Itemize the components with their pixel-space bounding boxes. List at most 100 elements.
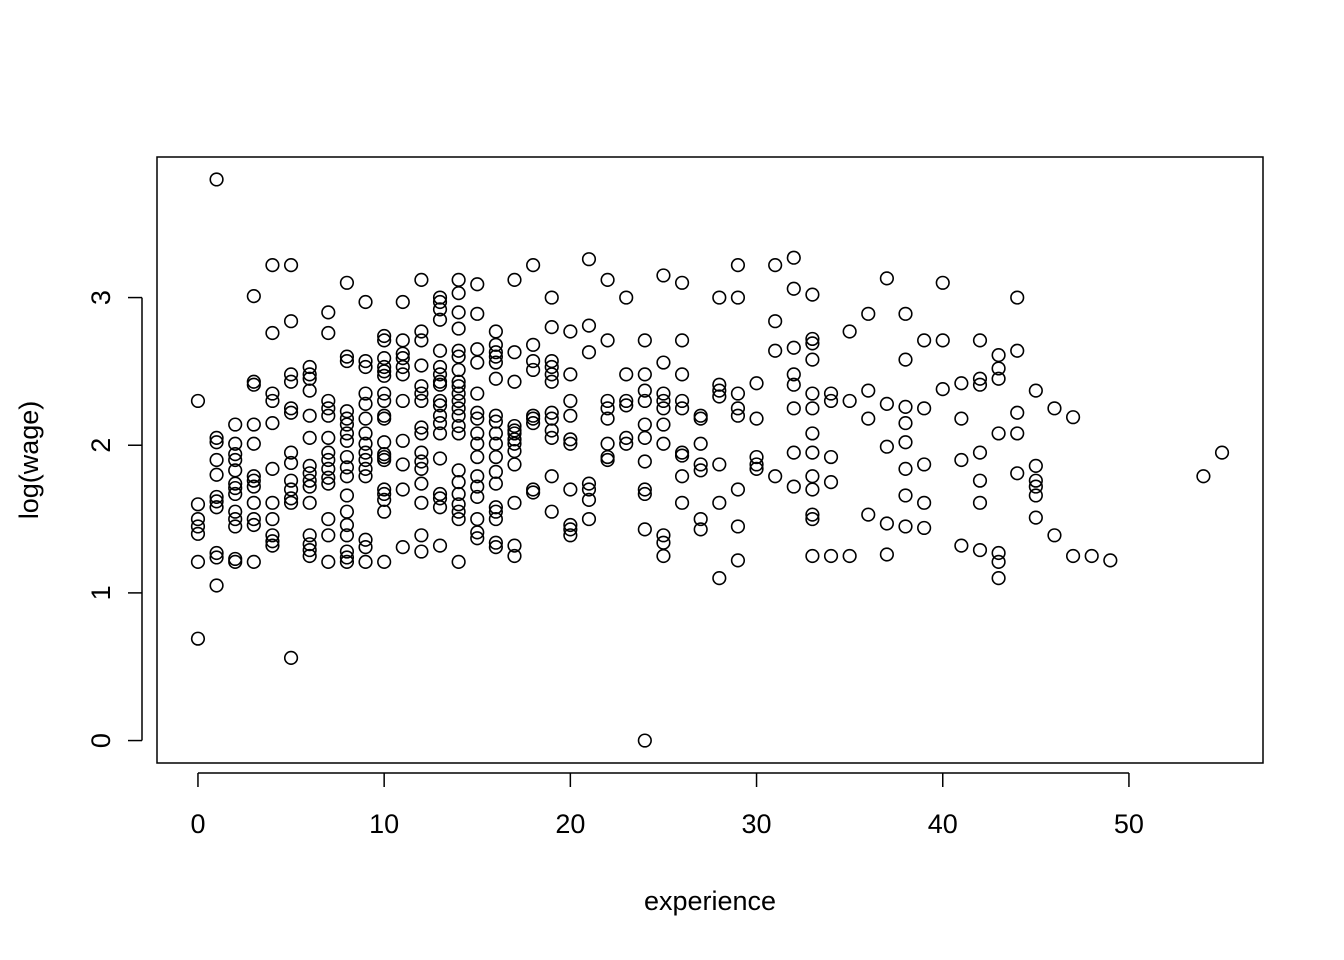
point	[805, 469, 820, 484]
point	[432, 491, 448, 506]
point	[693, 457, 708, 472]
point	[339, 404, 355, 419]
point	[600, 449, 615, 465]
point	[507, 538, 522, 553]
point	[451, 475, 466, 490]
point	[358, 386, 373, 401]
point	[1196, 469, 1211, 484]
point	[712, 389, 727, 404]
point	[488, 511, 503, 527]
point	[563, 367, 578, 382]
point	[1065, 548, 1081, 564]
point	[749, 449, 764, 465]
point	[544, 469, 559, 484]
point	[395, 367, 410, 382]
point	[283, 650, 299, 665]
point	[283, 374, 299, 389]
point	[246, 288, 261, 304]
point	[265, 257, 280, 273]
point	[228, 476, 243, 491]
point	[712, 457, 727, 472]
point	[526, 337, 541, 352]
point	[209, 550, 224, 565]
point	[861, 306, 876, 321]
point	[432, 302, 448, 317]
point	[879, 439, 894, 454]
point	[730, 257, 746, 273]
point	[432, 374, 448, 389]
point	[339, 517, 355, 533]
point	[432, 451, 448, 466]
point	[693, 408, 708, 423]
point	[414, 445, 429, 460]
point	[1010, 343, 1025, 358]
point	[805, 287, 820, 302]
point	[1103, 553, 1118, 568]
point	[414, 272, 429, 287]
point	[805, 548, 820, 564]
point	[954, 376, 969, 391]
point	[823, 393, 839, 409]
point	[228, 551, 243, 567]
point	[432, 294, 448, 310]
point	[358, 436, 373, 451]
point	[414, 358, 429, 373]
point	[898, 352, 913, 367]
point	[637, 486, 652, 502]
point	[321, 430, 336, 445]
point	[507, 548, 522, 564]
y-tick-label: 3	[86, 290, 116, 305]
point	[339, 504, 355, 519]
point	[470, 277, 485, 292]
point	[842, 548, 857, 564]
point	[805, 426, 820, 441]
point	[395, 540, 410, 555]
point	[209, 545, 224, 561]
point	[432, 377, 448, 392]
point	[451, 463, 466, 478]
point	[712, 571, 727, 586]
point	[805, 511, 820, 527]
point	[414, 544, 429, 559]
point	[526, 408, 541, 423]
point	[1028, 473, 1043, 488]
point	[302, 495, 317, 510]
point	[246, 517, 261, 533]
point	[470, 306, 485, 321]
point	[432, 426, 448, 441]
point	[991, 371, 1006, 386]
point	[805, 352, 820, 367]
point	[451, 379, 466, 394]
point	[730, 290, 746, 305]
point	[768, 343, 783, 358]
x-tick-label: 50	[1114, 809, 1144, 839]
point	[246, 473, 261, 488]
point	[730, 482, 746, 497]
point	[712, 290, 727, 305]
point	[432, 359, 448, 375]
point	[637, 733, 652, 748]
point	[246, 554, 261, 569]
point	[283, 455, 299, 471]
point	[600, 452, 615, 468]
point	[339, 433, 355, 448]
point	[265, 325, 280, 341]
point	[898, 306, 913, 321]
point	[805, 507, 820, 522]
x-axis-label: experience	[644, 886, 776, 916]
point	[432, 500, 448, 515]
point	[488, 504, 503, 519]
point	[730, 401, 746, 416]
point	[395, 351, 410, 366]
point	[563, 482, 578, 497]
point	[377, 554, 392, 569]
point	[526, 362, 541, 378]
point	[358, 540, 373, 555]
x-tick-label: 20	[555, 809, 585, 839]
point	[674, 393, 690, 409]
point	[451, 408, 466, 423]
point	[283, 405, 299, 420]
point	[972, 377, 988, 392]
point	[1028, 479, 1043, 494]
point	[283, 473, 299, 488]
